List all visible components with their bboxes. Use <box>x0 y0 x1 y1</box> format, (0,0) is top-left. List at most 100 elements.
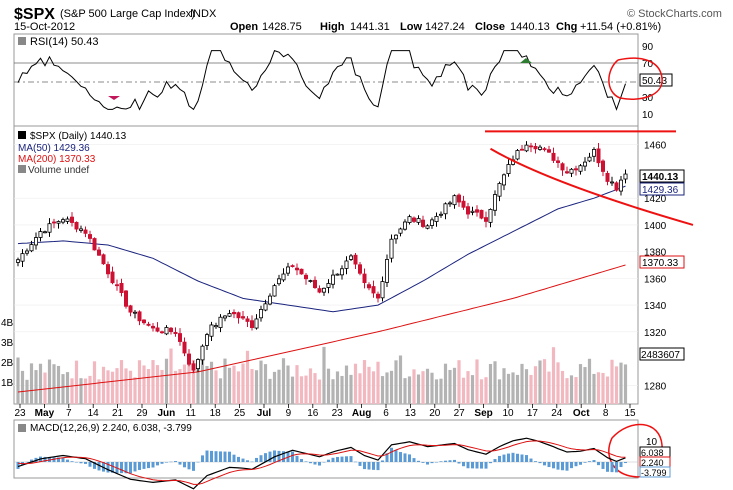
price-tick: 1460 <box>644 141 667 152</box>
candle-body <box>587 156 592 162</box>
macd-hist-bar <box>363 462 366 470</box>
x-tick-label: 23 <box>14 408 26 419</box>
ma50-badge: 1429.36 <box>642 185 679 196</box>
candle-body <box>488 208 493 223</box>
macd-hist-bar <box>300 459 303 462</box>
candle-body <box>357 264 362 274</box>
x-tick-label: 24 <box>551 408 563 419</box>
macd-hist-bar <box>606 462 609 472</box>
macd-hist-bar <box>30 459 33 462</box>
volume-badge: 2483607 <box>641 350 680 361</box>
macd-hist-bar <box>111 462 114 473</box>
volume-bar <box>470 375 475 404</box>
rsi-axis: 90 70 30 10 <box>642 42 654 121</box>
candle <box>200 344 205 365</box>
candle <box>191 360 196 374</box>
volume-bar <box>218 378 223 404</box>
volume-bar <box>236 371 241 404</box>
volume-bar <box>403 378 407 404</box>
volume-bar <box>349 374 353 404</box>
candle-body <box>538 146 543 150</box>
volume-bar <box>416 374 421 404</box>
volume-bar <box>529 374 533 404</box>
volume-bar <box>29 363 34 404</box>
candle <box>560 162 565 176</box>
macd-hist-bar <box>201 455 204 462</box>
candle <box>249 315 254 331</box>
candle-body <box>263 303 268 311</box>
candle <box>276 274 281 286</box>
x-tick-label: Jul <box>257 408 272 419</box>
volume-bar <box>376 361 380 404</box>
macd-hist-bar <box>354 461 357 463</box>
candle <box>533 142 538 154</box>
volume-bar <box>605 376 610 404</box>
candle <box>182 337 187 357</box>
candle-body <box>610 181 615 184</box>
candle <box>438 211 443 218</box>
rsi-tick-10: 10 <box>642 110 654 121</box>
volume-bar <box>439 378 443 404</box>
candle-body <box>218 316 223 328</box>
candle <box>339 265 344 280</box>
candle-body <box>52 221 57 224</box>
volume-bar <box>601 372 605 404</box>
rsi-badge-box <box>639 73 673 87</box>
macd-hist-bar <box>93 462 96 469</box>
candle <box>326 279 331 294</box>
macd-hist-bar <box>138 462 141 470</box>
x-tick-label: 29 <box>136 408 148 419</box>
volume-bar <box>128 370 133 404</box>
candle <box>303 272 308 285</box>
macd-hist-bar <box>327 459 330 462</box>
candle-body <box>601 160 606 172</box>
candle <box>29 240 34 253</box>
macd-signal-line <box>17 440 626 485</box>
volume-bar <box>223 358 227 404</box>
candle-body <box>520 148 525 151</box>
macd-hist-bar <box>480 462 483 469</box>
candle-body <box>141 319 146 324</box>
candle-body <box>447 202 452 205</box>
macd-hist-bar <box>448 460 452 462</box>
candle <box>119 278 124 297</box>
macd-hist-bar <box>385 453 389 462</box>
volume-bar <box>74 360 79 404</box>
legend-ma50: MA(50) 1429.36 <box>18 143 90 154</box>
volume-bar <box>317 379 322 404</box>
volume-bar <box>106 370 110 404</box>
macd-hist-bar <box>79 462 83 464</box>
candle <box>407 214 412 225</box>
macd-hist-bar <box>439 461 443 462</box>
volume-bar <box>425 368 430 404</box>
candle-body <box>38 231 43 238</box>
volume-bar <box>569 375 574 404</box>
candle-body <box>213 325 218 328</box>
candle <box>330 269 335 289</box>
candle-body <box>578 165 583 172</box>
candle <box>452 194 457 209</box>
macd-hist-bar <box>84 462 87 464</box>
macd-hist-bar <box>489 462 492 464</box>
candle <box>267 293 272 306</box>
macd-hist-bar <box>358 462 362 466</box>
volume-bar <box>56 365 61 404</box>
volume-bar <box>457 360 461 404</box>
volume-bar <box>34 370 38 404</box>
candle-body <box>227 313 232 317</box>
candle <box>83 226 88 238</box>
candle <box>506 159 511 177</box>
candle-body <box>398 228 403 234</box>
candle-body <box>106 264 111 275</box>
candle <box>398 227 403 237</box>
candle-body <box>110 271 115 284</box>
volume-bar <box>191 359 196 404</box>
candle-body <box>24 250 29 254</box>
open-label: Open <box>230 21 258 33</box>
rsi-circle-annotation <box>608 57 663 100</box>
macd-hist-bar <box>277 450 281 462</box>
candle-body <box>168 327 173 333</box>
candle <box>605 170 610 186</box>
candle-body <box>619 179 624 192</box>
volume-bar <box>196 368 200 404</box>
